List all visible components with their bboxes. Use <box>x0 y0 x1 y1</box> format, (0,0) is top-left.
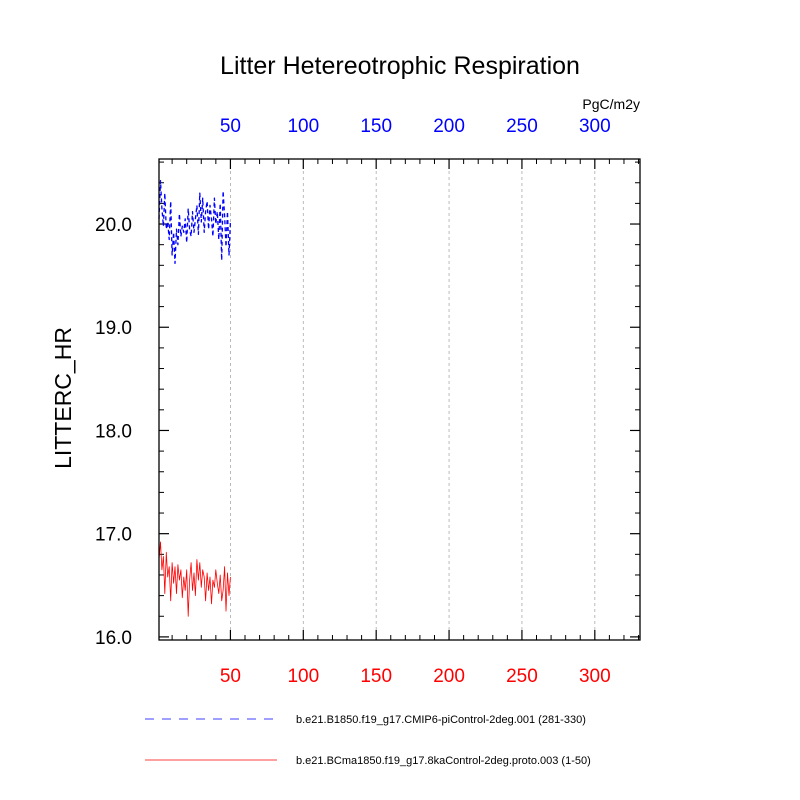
minor-ticks <box>159 159 640 640</box>
y-tick-label-2: 18.0 <box>95 421 132 442</box>
units-label: PgC/m2y <box>582 96 640 112</box>
legend-label-red: b.e21.BCma1850.f19_g17.8kaControl-2deg.p… <box>296 755 591 767</box>
top-x-tick-labels: 50 100 150 200 250 300 <box>220 116 611 137</box>
legend: b.e21.B1850.f19_g17.CMIP6-piControl-2deg… <box>145 714 591 767</box>
grid-lines <box>230 159 596 640</box>
y-tick-label-0: 16.0 <box>95 628 132 649</box>
top-x-tick-label-0: 50 <box>220 116 241 137</box>
y-tick-label-4: 20.0 <box>95 215 132 236</box>
y-tick-label-3: 19.0 <box>95 318 132 339</box>
bottom-x-tick-label-2: 150 <box>360 666 392 687</box>
series-line-1 <box>158 541 231 617</box>
bottom-x-tick-label-1: 100 <box>287 666 319 687</box>
series-line-0 <box>158 180 232 264</box>
legend-label-blue: b.e21.B1850.f19_g17.CMIP6-piControl-2deg… <box>296 714 586 726</box>
y-axis-label: LITTERC_HR <box>50 327 76 469</box>
y-tick-labels: 16.0 17.0 18.0 19.0 20.0 <box>95 215 132 649</box>
top-x-tick-label-4: 250 <box>506 116 538 137</box>
top-x-tick-label-5: 300 <box>579 116 611 137</box>
plot-frame <box>158 158 641 641</box>
top-x-tick-label-1: 100 <box>287 116 319 137</box>
bottom-x-tick-label-3: 200 <box>433 666 465 687</box>
bottom-x-tick-label-5: 300 <box>579 666 611 687</box>
series-lines <box>158 180 232 617</box>
y-tick-label-1: 17.0 <box>95 525 132 546</box>
major-ticks <box>159 159 640 640</box>
bottom-x-tick-label-0: 50 <box>220 666 241 687</box>
top-x-tick-label-3: 200 <box>433 116 465 137</box>
top-x-tick-label-2: 150 <box>360 116 392 137</box>
chart-title: Litter Hetereotrophic Respiration <box>220 52 580 80</box>
bottom-x-tick-labels: 50 100 150 200 250 300 <box>220 666 611 687</box>
bottom-x-tick-label-4: 250 <box>506 666 538 687</box>
